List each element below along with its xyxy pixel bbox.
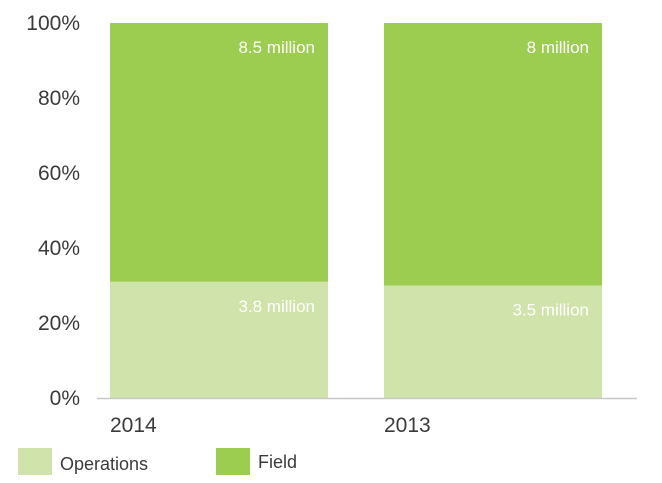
y-tick-label: 100%	[26, 12, 80, 35]
data-label-field-2013: 8 million	[527, 38, 589, 57]
bar-segment-field-2013	[384, 23, 602, 286]
y-tick-label: 80%	[38, 87, 80, 110]
legend-item-operations: Operations	[18, 448, 148, 475]
legend-label-operations: Operations	[60, 454, 148, 475]
y-tick-label: 0%	[50, 387, 80, 410]
data-label-field-2014: 8.5 million	[238, 38, 315, 57]
y-tick-label: 60%	[38, 162, 80, 185]
bars: 3.8 million 8.5 million 3.5 million 8 milli…	[110, 23, 602, 398]
y-axis: 0% 20% 40% 60% 80% 100%	[26, 12, 80, 410]
x-tick-label: 2014	[110, 414, 157, 437]
legend-swatch-field	[216, 448, 250, 475]
bar-segment-field-2014	[110, 23, 328, 282]
x-axis: 2014 2013	[110, 414, 431, 437]
x-tick-label: 2013	[384, 414, 431, 437]
y-tick-label: 40%	[38, 237, 80, 260]
y-tick-label: 20%	[38, 312, 80, 335]
data-label-operations-2013: 3.5 million	[512, 301, 589, 320]
legend: Operations Field	[0, 448, 662, 483]
legend-swatch-operations	[18, 448, 52, 475]
legend-item-field: Field	[216, 448, 297, 475]
legend-label-field: Field	[258, 452, 297, 473]
data-label-operations-2014: 3.8 million	[238, 297, 315, 316]
stacked-bar-chart: 0% 20% 40% 60% 80% 100% 3.8 million 8.5 millio…	[0, 0, 662, 448]
